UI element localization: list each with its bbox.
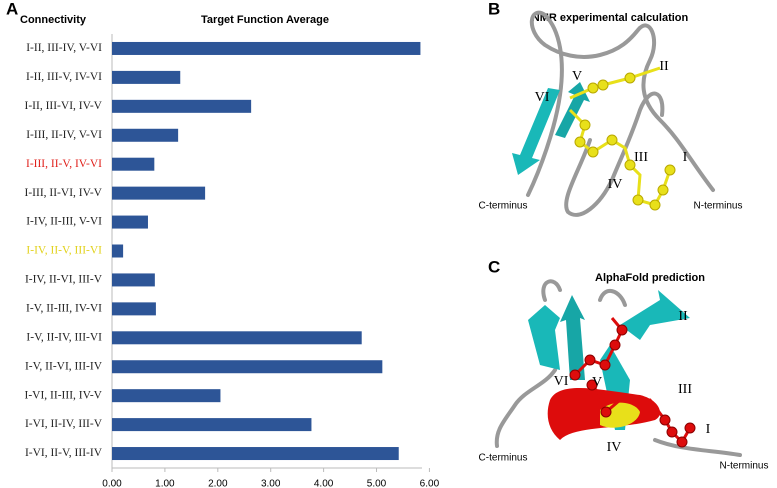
cysteine-labels: V II VI III I IV [535,59,688,192]
category-label: I-V, II-III, IV-VI [26,303,102,315]
bar [112,389,221,403]
x-tick-label: 1.00 [155,479,175,488]
terminus-label: C-terminus [479,453,528,464]
bar [112,41,421,55]
cysteine-labels: II VI V III I IV [554,309,711,455]
x-tick-label: 4.00 [314,479,334,488]
panel-label: B [488,0,500,18]
category-label: I-III, II-VI, IV-V [25,187,103,199]
sulfur-atoms [574,72,676,211]
residue-label: I [706,422,711,437]
terminus-label: C-terminus [479,201,528,212]
panel-label: A [6,0,18,18]
category-label: I-V, II-VI, III-IV [25,360,103,372]
beta-strand [620,290,690,340]
backbone [564,91,665,217]
backbone [494,279,742,457]
residue-label: V [592,375,602,390]
category-label: I-VI, II-III, IV-V [25,389,103,401]
residue-label: IV [607,440,622,455]
bar [112,186,206,200]
structure-b: B NMR experimental calculation V II VI I… [479,0,743,217]
residue-label: II [678,309,688,324]
category-header: Connectivity [20,14,87,26]
residue-label: III [678,382,692,397]
beta-strand [560,295,585,380]
x-tick-label: 3.00 [261,479,281,488]
category-label: I-II, III-IV, V-VI [26,42,102,54]
residue-label: V [572,69,582,84]
category-label: I-III, II-V, IV-VI [26,158,102,170]
bar [112,70,181,84]
bar [112,360,383,374]
structure-c: C AlphaFold prediction II VI V III I IV … [479,257,769,471]
category-label: I-VI, II-IV, III-V [25,418,103,430]
residue-label: III [634,150,648,165]
chart-title: Target Function Average [201,14,329,26]
bar [112,244,124,258]
panel-label: C [488,257,500,276]
category-label: I-IV, II-III, V-VI [26,216,102,228]
bar [112,128,179,142]
x-tick-label: 6.00 [420,479,440,488]
structure-title: AlphaFold prediction [595,272,705,284]
category-label: I-VI, II-V, III-IV [25,447,103,459]
bar [112,447,399,461]
residue-label: II [659,59,669,74]
category-label: I-II, III-VI, IV-V [25,100,103,112]
beta-strand [555,82,590,138]
x-tick-label: 5.00 [367,479,387,488]
residue-label: VI [554,374,569,389]
category-label: I-V, II-IV, III-VI [26,331,102,343]
x-tick-label: 2.00 [208,479,228,488]
bar [112,273,155,287]
bar [112,215,148,229]
backbone [526,10,715,197]
x-tick-label: 0.00 [102,479,122,488]
bar [112,99,252,113]
sulfur-atoms [569,324,696,448]
residue-label: I [683,150,688,165]
bar [112,331,362,345]
bar [112,302,156,316]
terminus-label: N-terminus [694,201,743,212]
residue-label: VI [535,90,550,105]
terminus-label: N-terminus [720,461,769,472]
category-label: I-IV, II-V, III-VI [26,245,102,257]
residue-label: IV [608,177,623,192]
category-label: I-II, III-V, IV-VI [26,71,102,83]
beta-strand [528,305,560,370]
bar [112,157,155,171]
beta-strand [512,88,560,175]
structure-title: NMR experimental calculation [532,12,689,24]
category-label: I-III, II-IV, V-VI [26,129,102,141]
bar [112,418,312,432]
category-label: I-IV, II-VI, III-V [25,274,103,286]
